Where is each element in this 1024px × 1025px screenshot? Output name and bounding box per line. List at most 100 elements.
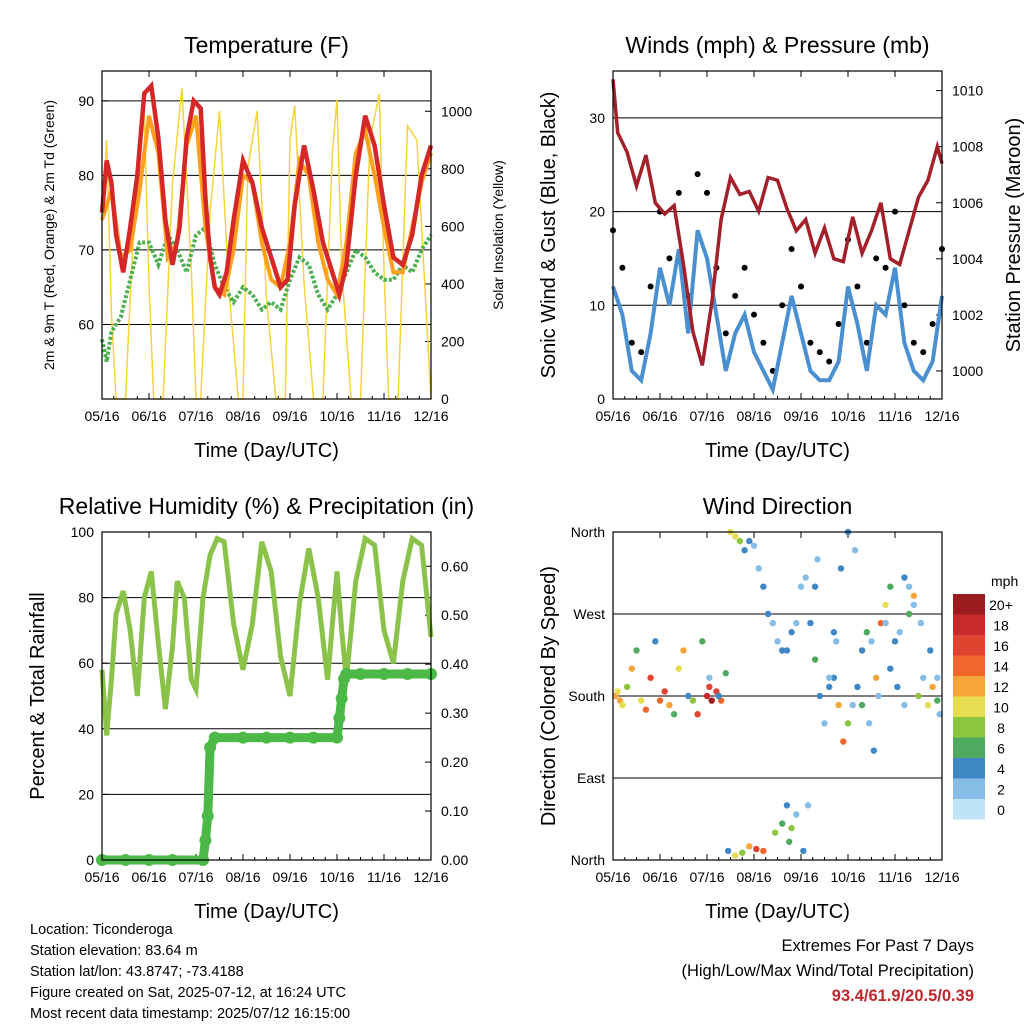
- x-axis-label: Time (Day/UTC): [194, 901, 339, 923]
- x-tick-label: 07/16: [689, 869, 724, 885]
- x-tick-label: 11/16: [878, 869, 912, 885]
- series-precipitation: [102, 669, 431, 865]
- colorbar-swatch: [953, 758, 985, 779]
- x-axis-label: Time (Day/UTC): [705, 440, 850, 462]
- direction-point: [638, 697, 645, 704]
- y2-tick-label: 1004: [952, 251, 983, 267]
- x-tick-label: 05/16: [84, 408, 119, 424]
- gust-point: [910, 339, 917, 346]
- direction-point: [771, 829, 779, 836]
- colorbar-swatch: [953, 614, 985, 635]
- chart-title: Relative Humidity (%) & Precipitation (i…: [59, 493, 474, 519]
- colorbar-swatch: [953, 594, 985, 615]
- y2-tick-label: 600: [441, 218, 465, 234]
- x-tick-label: 12/16: [413, 869, 448, 885]
- direction-point: [873, 674, 880, 681]
- direction-point: [689, 697, 697, 704]
- precip-point: [201, 809, 214, 822]
- y-tick-label: North: [571, 524, 605, 540]
- precip-point: [199, 834, 212, 847]
- direction-point: [835, 701, 842, 709]
- direction-point: [802, 574, 809, 581]
- y-axis-label: Direction (Colored By Speed): [538, 566, 560, 826]
- series-sonic-wind: [611, 229, 944, 396]
- x-tick-label: 08/16: [225, 408, 260, 424]
- direction-point: [854, 683, 861, 691]
- colorbar-label: 8: [997, 720, 1005, 736]
- direction-point: [891, 638, 899, 645]
- gust-point: [798, 283, 804, 290]
- colorbar-swatch: [953, 717, 985, 738]
- direction-point: [746, 843, 753, 850]
- direction-point: [623, 683, 631, 691]
- direction-point: [927, 647, 934, 654]
- x-tick-label: 05/16: [84, 869, 119, 885]
- direction-point: [910, 592, 917, 599]
- gust-point: [647, 283, 654, 290]
- direction-point: [896, 629, 903, 636]
- series-2m-temp: [99, 80, 434, 304]
- plot-frame: [101, 531, 432, 861]
- y-tick-label: 80: [78, 590, 94, 606]
- plot-frame: [612, 70, 943, 400]
- direction-point: [807, 619, 814, 627]
- direction-point: [887, 583, 894, 590]
- y-tick-label: 20: [78, 786, 94, 802]
- colorbar-title: mph: [991, 573, 1019, 589]
- direction-point: [706, 674, 713, 681]
- gust-point: [892, 208, 898, 215]
- x-tick-label: 06/16: [642, 408, 677, 424]
- x-tick-label: 08/16: [225, 869, 260, 885]
- direction-point: [614, 688, 621, 695]
- direction-point: [882, 619, 889, 627]
- direction-point: [680, 647, 687, 654]
- x-tick-label: 10/16: [319, 408, 354, 424]
- gust-point: [751, 311, 757, 318]
- colorbar-swatch: [953, 676, 985, 697]
- gust-point: [779, 302, 786, 309]
- direction-point: [708, 697, 715, 704]
- precip-point: [237, 731, 249, 744]
- x-tick-label: 09/16: [272, 869, 307, 885]
- y2-tick-label: 1000: [952, 363, 983, 379]
- direction-point: [739, 849, 746, 856]
- gust-point: [675, 189, 682, 196]
- y2-tick-label: 0.50: [441, 607, 468, 623]
- gust-point: [619, 264, 626, 271]
- direction-point: [670, 711, 678, 718]
- extremes-box: Extremes For Past 7 Days (High/Low/Max W…: [681, 934, 974, 1009]
- x-tick-label: 09/16: [783, 408, 818, 424]
- chart-title: Wind Direction: [703, 493, 853, 519]
- y-tick-label: 0: [86, 852, 94, 868]
- y2-tick-label: 0.10: [441, 803, 468, 819]
- direction-point: [901, 574, 908, 581]
- x-tick-label: 12/16: [924, 408, 959, 424]
- y-axis-label: Sonic Wind & Gust (Blue, Black): [538, 92, 560, 379]
- x-tick-label: 11/16: [878, 408, 912, 424]
- y2-tick-label: 0.30: [441, 705, 468, 721]
- direction-point: [694, 711, 701, 718]
- direction-point: [833, 638, 840, 645]
- gust-point: [694, 171, 701, 178]
- direction-point: [788, 824, 795, 832]
- direction-point: [764, 610, 772, 618]
- y2-tick-label: 0.40: [441, 656, 468, 672]
- colorbar-swatch: [953, 696, 985, 717]
- direction-point: [760, 583, 767, 590]
- gust-point: [882, 264, 889, 271]
- direction-point: [652, 638, 659, 645]
- y2-axis-label: Solar Insolation (Yellow): [490, 160, 506, 310]
- y-axis-label: 2m & 9m T (Red, Orange) & 2m Td (Green): [41, 100, 57, 370]
- gust-point: [760, 339, 767, 346]
- x-tick-label: 10/16: [830, 408, 865, 424]
- precip-point: [354, 667, 367, 680]
- colorbar-swatch: [953, 778, 985, 799]
- y2-tick-label: 1002: [952, 307, 983, 323]
- direction-point: [706, 683, 713, 691]
- precip-point: [204, 741, 217, 754]
- x-tick-label: 07/16: [178, 869, 213, 885]
- direction-point: [910, 601, 917, 609]
- direction-point: [830, 674, 838, 681]
- direction-point: [936, 711, 943, 718]
- direction-point: [800, 847, 807, 855]
